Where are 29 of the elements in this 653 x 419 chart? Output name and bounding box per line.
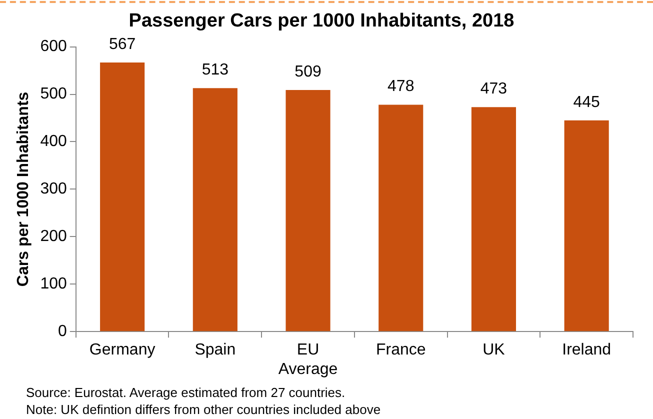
y-tick-label: 500	[40, 86, 67, 103]
data-label: 473	[480, 80, 508, 98]
data-label: 509	[294, 63, 322, 80]
y-tick-label: 0	[58, 323, 67, 340]
y-tick-label: 200	[40, 228, 67, 246]
x-tick-label: Spain	[194, 342, 236, 359]
data-label: 445	[573, 94, 600, 111]
bar	[564, 120, 609, 332]
chart-title: Passenger Cars per 1000 Inhabitants, 2018	[128, 10, 514, 32]
data-label: 513	[202, 62, 229, 78]
data-label: 478	[388, 78, 414, 96]
x-tick-label: UK	[482, 342, 506, 359]
bar	[192, 88, 238, 332]
bar	[378, 104, 424, 332]
x-tick-label: France	[376, 342, 426, 359]
x-tick-label: EU Average	[278, 342, 338, 378]
bar	[100, 62, 145, 332]
y-tick-label: 300	[40, 180, 67, 198]
text: Note: UK defintion differs from other countries included above	[26, 401, 381, 418]
y-tick-label: 100	[40, 276, 67, 293]
x-tick-label: Ireland	[562, 342, 612, 359]
source-note: Source: Eurostat. Average estimated from 27 countries.	[26, 384, 346, 401]
bar	[471, 107, 516, 332]
bar	[286, 90, 330, 332]
x-tick-label: Germany	[89, 342, 156, 359]
data-label: 567	[108, 36, 136, 53]
y-tick-label: 600	[40, 38, 67, 56]
y-axis-title: Cars per 1000 Inhabitants	[15, 92, 32, 287]
y-tick-label: 400	[40, 133, 67, 150]
